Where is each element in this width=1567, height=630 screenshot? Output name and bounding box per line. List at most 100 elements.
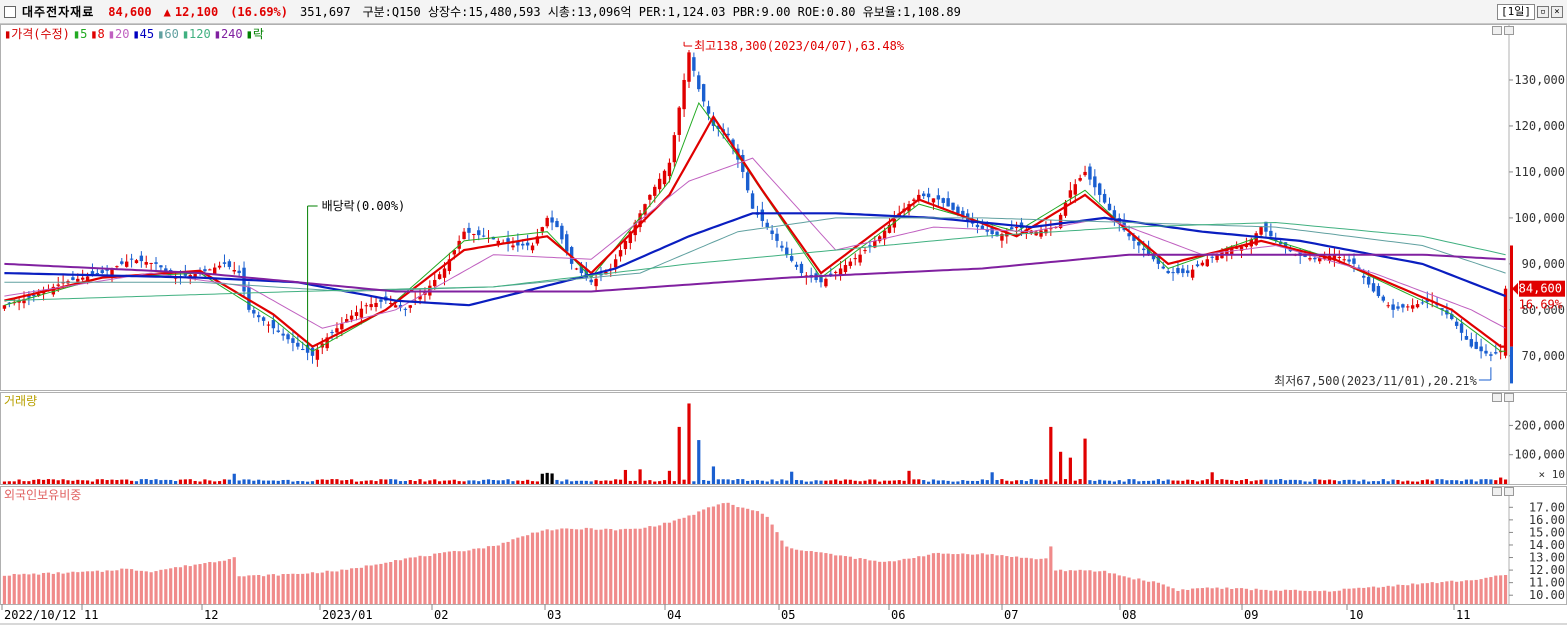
foreign-bar xyxy=(814,551,818,604)
select-checkbox[interactable] xyxy=(4,5,16,18)
foreign-bar xyxy=(530,532,535,604)
foreign-bar xyxy=(496,545,500,604)
volume-bar xyxy=(1019,480,1024,484)
foreign-bar xyxy=(100,571,104,604)
foreign-bar xyxy=(843,556,848,604)
candle-body xyxy=(745,172,750,191)
candle-body xyxy=(1259,227,1263,235)
volume-bar xyxy=(863,480,867,484)
candle-body xyxy=(1391,304,1395,310)
volume-bar xyxy=(1235,480,1239,484)
volume-bar xyxy=(530,481,535,484)
candle-body xyxy=(545,217,549,227)
foreign-bar xyxy=(873,560,877,604)
candle-body xyxy=(990,227,994,234)
foreign-bar xyxy=(51,573,55,604)
stock-chart[interactable]: 70,000 80,000 90,000 100,000 110,000 120,000 1… xyxy=(0,24,1567,630)
volume-bar xyxy=(496,480,500,484)
panel-min-icon[interactable] xyxy=(1492,26,1502,35)
candle-body xyxy=(1386,305,1390,307)
volume-bar xyxy=(677,426,681,484)
foreign-bar xyxy=(428,556,432,604)
foreign-bar xyxy=(1425,583,1429,604)
volume-bar xyxy=(482,479,486,484)
foreign-bar xyxy=(1230,588,1234,604)
foreign-bar xyxy=(961,553,965,604)
volume-bar xyxy=(1103,480,1107,484)
volume-bar xyxy=(418,479,422,484)
foreign-bar xyxy=(765,516,769,604)
volume-bar xyxy=(1073,480,1077,484)
volume-bar xyxy=(1014,480,1019,484)
foreign-bar xyxy=(1034,559,1038,604)
volume-bar xyxy=(794,480,799,484)
candle-body xyxy=(1450,314,1454,320)
candle-body xyxy=(472,233,476,235)
foreign-bar xyxy=(594,529,598,604)
foreign-bar xyxy=(1239,588,1244,604)
foreign-bar xyxy=(980,553,984,604)
foreign-bar xyxy=(213,562,217,604)
candle-body xyxy=(1420,302,1425,304)
foreign-bar xyxy=(477,548,481,604)
volume-bar xyxy=(203,479,207,484)
panel-close-icon[interactable] xyxy=(1504,393,1514,402)
foreign-bar xyxy=(1195,588,1200,604)
candle-body xyxy=(1151,254,1156,260)
moving-average-ma5 xyxy=(4,101,1506,352)
volume-bar xyxy=(144,479,148,484)
volume-bar xyxy=(829,480,833,484)
foreign-bar xyxy=(90,571,95,604)
volume-bar xyxy=(51,479,55,484)
candle-body xyxy=(829,273,833,276)
volume-bar xyxy=(1059,451,1063,484)
period-button[interactable]: [1일] xyxy=(1497,4,1535,20)
candle-body xyxy=(296,342,300,347)
volume-bar xyxy=(1225,479,1229,484)
candle-body xyxy=(780,245,784,248)
volume-bar xyxy=(1308,481,1312,484)
foreign-bar xyxy=(922,556,926,604)
moving-average-ma8 xyxy=(4,114,1506,348)
volume-bar xyxy=(1352,479,1356,484)
candle-body xyxy=(1171,272,1175,274)
foreign-bar xyxy=(643,527,647,604)
foreign-bar xyxy=(242,576,246,604)
foreign-tick-label: 11.00 xyxy=(1529,576,1565,590)
candle-body xyxy=(301,349,305,351)
volume-bar xyxy=(799,480,804,484)
volume-bar xyxy=(276,480,280,484)
foreign-bar xyxy=(198,564,202,604)
volume-bar xyxy=(897,480,901,484)
candle-body xyxy=(579,264,584,274)
foreign-bar xyxy=(985,554,989,604)
panel-min-icon[interactable] xyxy=(1492,487,1502,496)
dividend-annotation: 배당락(0.00%) xyxy=(322,199,406,213)
volume-bar xyxy=(105,480,109,484)
foreign-tick-label: 16.00 xyxy=(1529,513,1565,527)
panel-min-icon[interactable] xyxy=(1492,393,1502,402)
volume-bar xyxy=(951,481,955,484)
candle-body xyxy=(266,324,271,326)
candle-body xyxy=(1332,254,1337,261)
candle-body xyxy=(1489,354,1493,356)
panel-close-icon[interactable] xyxy=(1504,487,1514,496)
volume-bar xyxy=(154,479,158,484)
foreign-bar xyxy=(966,554,970,604)
foreign-bar xyxy=(1342,588,1346,604)
foreign-bar xyxy=(32,573,36,604)
foreign-bar xyxy=(1396,584,1400,604)
foreign-bar xyxy=(208,561,212,604)
panel-close-icon[interactable] xyxy=(1504,26,1514,35)
volume-bar xyxy=(1063,479,1068,484)
candle-body xyxy=(1410,305,1415,309)
candle-body xyxy=(936,195,941,200)
close-icon[interactable]: × xyxy=(1551,6,1563,18)
volume-bar xyxy=(1279,479,1283,484)
candle-body xyxy=(32,294,36,297)
restore-icon[interactable]: ▫ xyxy=(1537,6,1549,18)
volume-bar xyxy=(775,481,779,484)
volume-bar xyxy=(1068,457,1072,484)
foreign-bar xyxy=(516,537,520,604)
candle-body xyxy=(701,84,706,102)
